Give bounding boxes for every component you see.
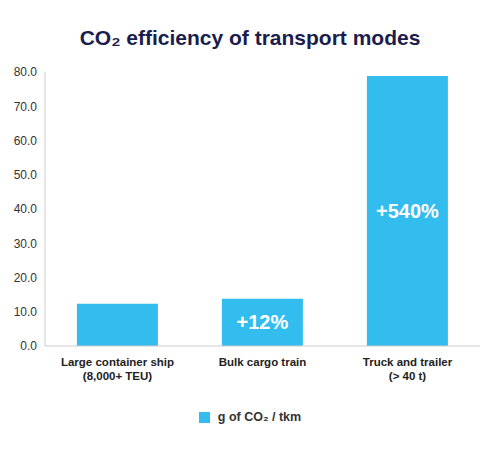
svg-text:0.0: 0.0 [20,339,37,353]
html-text:g of CO₂ / tkm: g of CO₂ / tkm [217,410,302,424]
svg-text:30.0: 30.0 [14,237,38,251]
svg-text:20.0: 20.0 [14,271,38,285]
svg-text:60.0: 60.0 [14,134,38,148]
svg-text:70.0: 70.0 [14,100,38,114]
svg-text:+540%: +540% [376,200,439,222]
svg-text:40.0: 40.0 [14,202,38,216]
svg-text:50.0: 50.0 [14,168,38,182]
svg-text:Truck and trailer: Truck and trailer [363,356,453,368]
svg-text:+12%: +12% [237,311,289,333]
svg-text:(> 40 t): (> 40 t) [389,370,427,382]
svg-text:10.0: 10.0 [14,305,38,319]
html-text:CO₂ efficiency of transport mo: CO₂ efficiency of transport modes [79,26,421,49]
svg-text:Bulk cargo train: Bulk cargo train [219,356,307,368]
svg-text:80.0: 80.0 [14,65,38,79]
svg-text:(8,000+ TEU): (8,000+ TEU) [83,370,153,382]
svg-text:Large container ship: Large container ship [61,356,174,368]
